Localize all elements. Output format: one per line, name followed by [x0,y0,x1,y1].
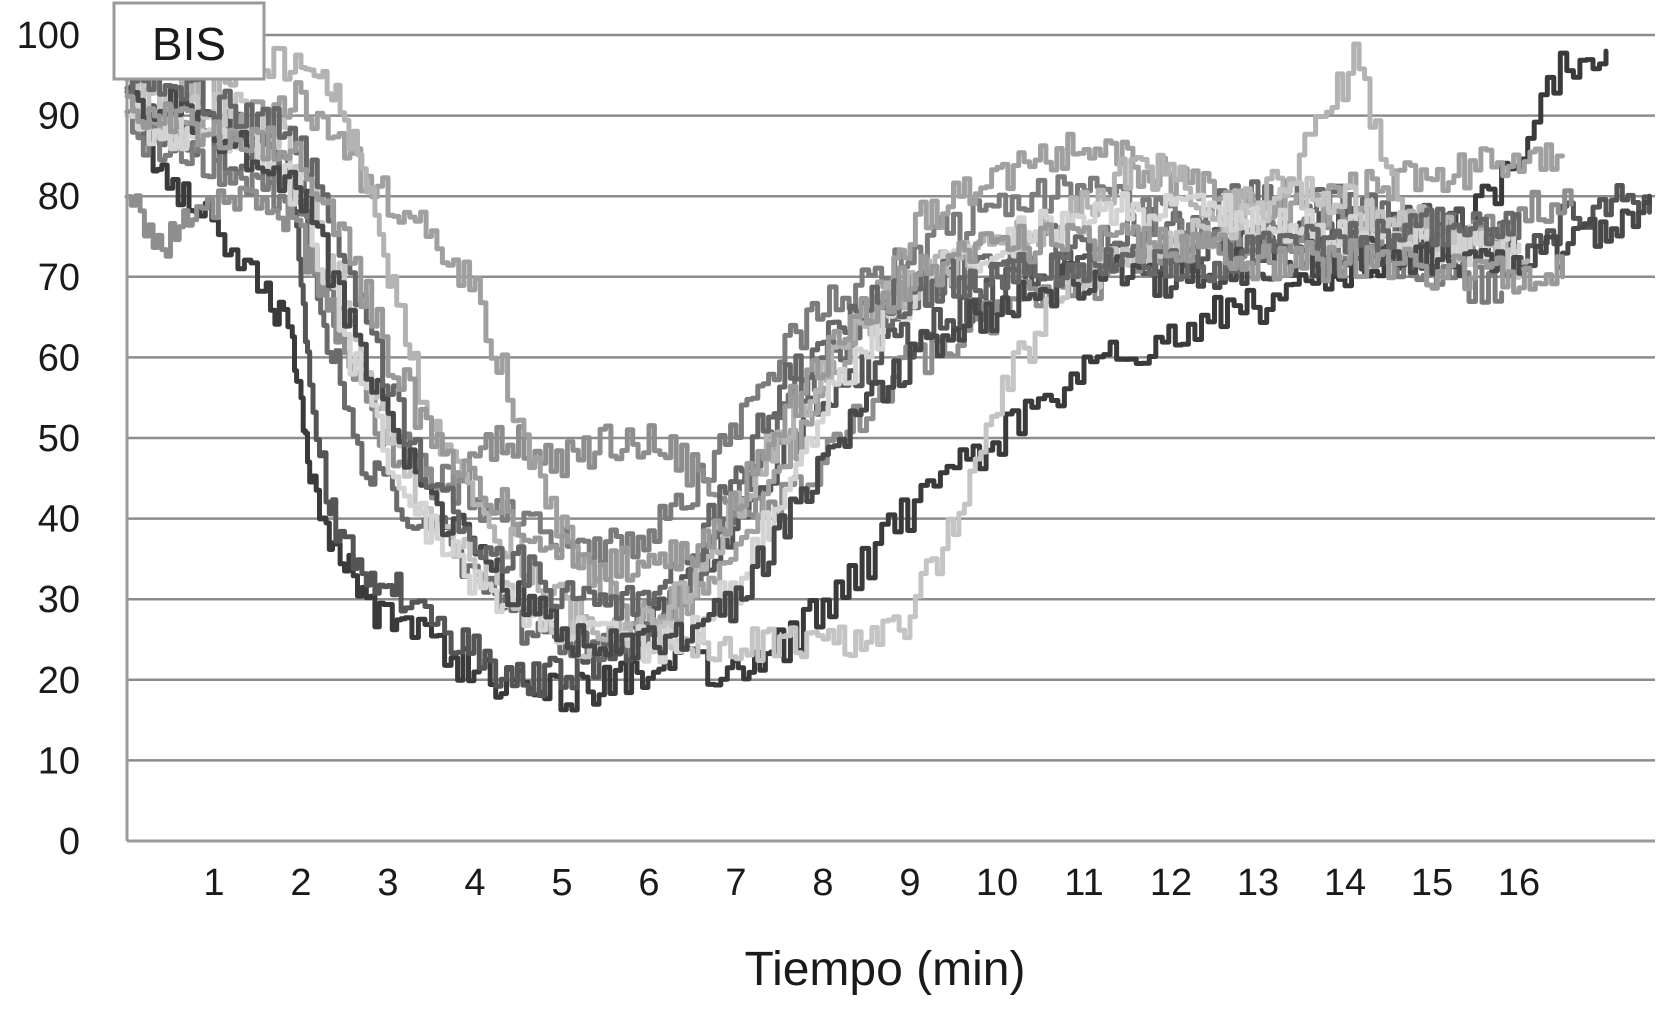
x-tick-label: 8 [812,862,833,904]
x-tick-label: 11 [1064,862,1103,904]
y-tick-label: 40 [38,499,80,541]
x-tick-label: 6 [638,862,659,904]
y-tick-label: 70 [38,257,80,299]
y-axis-ticks: 0 10 20 30 40 50 60 70 80 90 100 [17,15,80,863]
x-tick-label: 12 [1150,862,1192,904]
x-tick-label: 9 [899,862,920,904]
y-tick-label: 100 [17,15,80,57]
x-tick-label: 14 [1324,862,1366,904]
x-tick-label: 5 [551,862,572,904]
x-tick-label: 10 [976,862,1018,904]
x-tick-label: 16 [1498,862,1540,904]
series-lines [124,41,1652,713]
y-axis-legend-box: BIS [112,1,266,81]
y-tick-label: 90 [38,96,80,138]
y-tick-label: 0 [59,821,80,863]
x-tick-label: 3 [377,862,398,904]
y-tick-label: 30 [38,579,80,621]
x-tick-label: 13 [1237,862,1279,904]
x-axis-ticks: 1 2 3 4 5 6 7 8 9 10 11 12 13 14 15 16 [203,862,1540,904]
x-tick-label: 15 [1411,862,1453,904]
x-axis-label: Tiempo (min) [745,943,1026,996]
x-tick-label: 7 [725,862,746,904]
y-axis-label: BIS [152,18,226,70]
x-tick-label: 4 [464,862,485,904]
series-line-12 [124,93,1565,583]
x-tick-label: 2 [290,862,311,904]
y-tick-label: 20 [38,660,80,702]
x-tick-label: 1 [203,862,224,904]
y-tick-label: 50 [38,418,80,460]
y-tick-label: 80 [38,176,80,218]
y-tick-label: 60 [38,337,80,379]
y-tick-label: 10 [38,740,80,782]
series-line-9 [124,96,1522,665]
